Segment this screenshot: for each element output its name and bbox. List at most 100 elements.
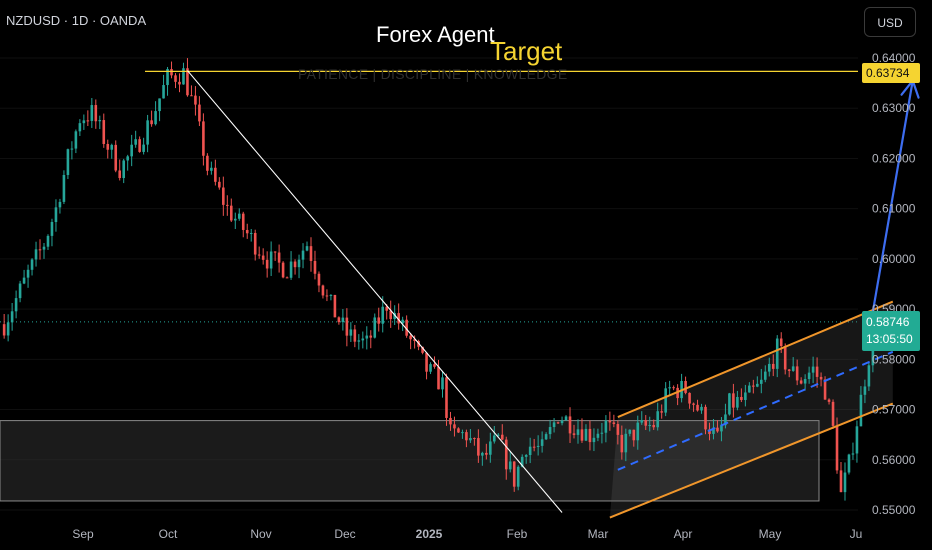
channel-midline[interactable] [617, 350, 894, 471]
candle-body [361, 338, 365, 341]
price-tick-label: 0.62000 [872, 151, 916, 165]
time-tick-label: Oct [159, 527, 178, 541]
candle-body [110, 144, 114, 150]
candle-body [835, 425, 839, 471]
candle-body [847, 454, 851, 473]
candle-body [237, 213, 241, 219]
candle-body [843, 472, 847, 493]
candle-body [357, 340, 361, 342]
candle-body [632, 429, 636, 441]
candle-body [449, 417, 452, 425]
candle-body [652, 425, 656, 428]
candle-body [74, 131, 78, 149]
time-axis[interactable]: Sep Oct Nov Dec 2025 Feb Mar Apr May Ju [72, 527, 862, 541]
symbol-label[interactable]: NZDUSD · 1D · OANDA [6, 13, 147, 28]
currency-button[interactable]: USD [864, 7, 916, 37]
candle-body [218, 181, 221, 188]
arrow-shaft [871, 80, 914, 312]
candle-body [42, 246, 46, 250]
candle-body [122, 160, 125, 179]
channel-fill [609, 301, 893, 518]
candle-body [568, 416, 572, 434]
candle-body [720, 425, 723, 432]
candle-body [222, 187, 225, 205]
candle-body [672, 387, 675, 389]
down-trendline[interactable] [187, 70, 563, 513]
candle-body [229, 205, 233, 221]
candle-body [82, 120, 86, 124]
candle-body [62, 174, 66, 202]
candle-body [504, 439, 508, 470]
candle-body [425, 352, 428, 372]
candle-body [811, 366, 815, 373]
candle-body [445, 377, 448, 418]
candle-body [118, 170, 122, 179]
channel-lower-line[interactable] [609, 402, 894, 519]
candle-body [700, 406, 703, 411]
candle-body [572, 433, 576, 435]
candle-body [512, 461, 516, 487]
candle-body [556, 422, 560, 424]
candle-body [297, 259, 301, 268]
candle-body [799, 380, 803, 384]
candles [2, 58, 883, 501]
candle-body [580, 429, 584, 441]
price-axis[interactable]: 0.550000.560000.570000.580000.590000.600… [872, 51, 916, 517]
candle-body [815, 366, 819, 377]
last-price-tag: 0.58746 13:05:50 [862, 311, 920, 351]
candle-body [397, 313, 400, 324]
candle-body [150, 120, 153, 125]
candle-body [500, 434, 504, 440]
candle-body [226, 204, 229, 206]
candle-body [775, 338, 779, 369]
candle-body [752, 385, 755, 387]
candle-body [552, 422, 556, 428]
candle-body [210, 167, 213, 171]
candle-body [704, 406, 707, 430]
candle-body [520, 456, 524, 467]
time-tick-label: Ju [850, 527, 863, 541]
candle-body [508, 461, 512, 470]
candle-body [285, 277, 289, 279]
candle-body [628, 429, 632, 434]
candle-body [760, 379, 763, 384]
channel-upper-line[interactable] [617, 300, 894, 419]
candle-body [684, 381, 687, 393]
candle-body [724, 414, 727, 426]
candle-body [329, 294, 333, 296]
candle-body [855, 426, 859, 454]
price-tick-label: 0.56000 [872, 453, 916, 467]
candle-body [867, 365, 871, 387]
candle-body [401, 319, 404, 324]
candle-body [26, 269, 30, 278]
candle-body [162, 85, 165, 99]
candle-body [540, 439, 544, 446]
candle-body [6, 322, 10, 336]
candle-body [600, 432, 604, 434]
candle-body [233, 218, 237, 221]
price-tick-label: 0.64000 [872, 51, 916, 65]
candle-body [174, 75, 177, 82]
candle-body [409, 335, 412, 340]
candle-body [337, 317, 341, 323]
candle-body [241, 213, 245, 230]
candle-body [851, 453, 855, 455]
candle-body [138, 139, 141, 152]
candle-body [516, 466, 520, 487]
watermark-text: PATIENCE | DISCIPLINE | KNOWLEDGE [298, 66, 568, 82]
candle-body [86, 120, 90, 122]
arrow-head [911, 79, 920, 99]
price-tick-label: 0.58000 [872, 352, 916, 366]
candle-body [154, 111, 157, 125]
candle-body [58, 201, 62, 208]
candle-body [795, 366, 799, 381]
candle-body [732, 393, 735, 408]
candle-body [381, 306, 385, 324]
candle-body [564, 416, 568, 421]
candle-body [421, 346, 424, 353]
candle-body [660, 411, 663, 413]
candle-body [787, 369, 791, 371]
candle-body [106, 143, 110, 150]
